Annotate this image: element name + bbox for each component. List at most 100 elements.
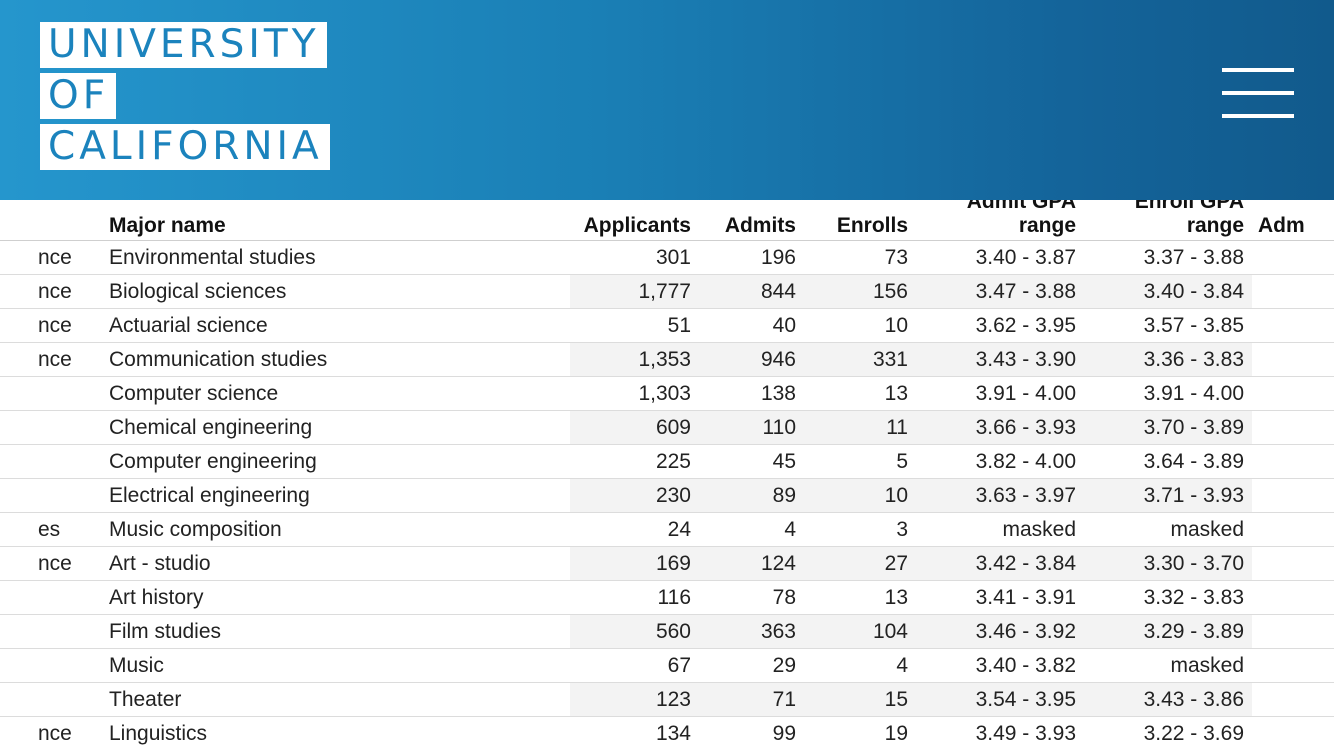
applicants-cell: 230 [570, 478, 699, 513]
admits-cell: 89 [699, 478, 804, 513]
admit-rate-cell [1252, 546, 1334, 581]
major-name-cell: Art - studio [100, 546, 570, 581]
admit-gpa-cell: 3.43 - 3.90 [916, 342, 1084, 377]
discipline-cell [0, 444, 100, 479]
major-name-cell: Actuarial science [100, 308, 570, 343]
enroll-gpa-cell: 3.22 - 3.69 [1084, 716, 1252, 750]
admit-gpa-header-line2: range [1018, 214, 1076, 237]
admits-cell: 946 [699, 342, 804, 377]
major-name-cell: Electrical engineering [100, 478, 570, 513]
admit-rate-cell [1252, 342, 1334, 377]
admit-rate-cell [1252, 308, 1334, 343]
menu-bar [1222, 68, 1294, 72]
discipline-cell [0, 614, 100, 649]
table-row[interactable]: Chemical engineering 609 110 11 3.66 - 3.93 3… [0, 410, 1334, 445]
enroll-gpa-cell: 3.91 - 4.00 [1084, 376, 1252, 411]
enroll-gpa-cell: 3.37 - 3.88 [1084, 240, 1252, 275]
admits-cell: 45 [699, 444, 804, 479]
admits-cell: 844 [699, 274, 804, 309]
column-header-admit-rate[interactable]: Adm [1252, 200, 1334, 241]
enroll-gpa-cell: 3.32 - 3.83 [1084, 580, 1252, 615]
table-row[interactable]: Art history 116 78 13 3.41 - 3.91 3.32 - 3.83 [0, 580, 1334, 615]
major-name-cell: Communication studies [100, 342, 570, 377]
major-name-cell: Environmental studies [100, 240, 570, 275]
enroll-gpa-cell: 3.40 - 3.84 [1084, 274, 1252, 309]
table-row[interactable]: Music 67 29 4 3.40 - 3.82 masked [0, 648, 1334, 683]
major-name-cell: Art history [100, 580, 570, 615]
table-row[interactable]: Film studies 560 363 104 3.46 - 3.92 3.29 - 3… [0, 614, 1334, 649]
enroll-gpa-header-line2: range [1186, 214, 1244, 237]
applicants-cell: 123 [570, 682, 699, 717]
enrolls-cell: 19 [804, 716, 916, 750]
enroll-gpa-cell: 3.29 - 3.89 [1084, 614, 1252, 649]
enrolls-cell: 10 [804, 308, 916, 343]
admit-gpa-cell: 3.66 - 3.93 [916, 410, 1084, 445]
column-header-discipline[interactable] [0, 200, 100, 241]
applicants-cell: 51 [570, 308, 699, 343]
discipline-cell [0, 410, 100, 445]
admit-gpa-cell: 3.82 - 4.00 [916, 444, 1084, 479]
admits-cell: 196 [699, 240, 804, 275]
table-row[interactable]: nce Art - studio 169 124 27 3.42 - 3.84 3.30 -… [0, 546, 1334, 581]
discipline-cell: es [0, 512, 100, 547]
admits-cell: 71 [699, 682, 804, 717]
logo-line-california: CALIFORNIA [40, 124, 330, 170]
admit-gpa-cell: 3.62 - 3.95 [916, 308, 1084, 343]
discipline-cell: nce [0, 546, 100, 581]
admit-rate-cell [1252, 716, 1334, 750]
admits-cell: 99 [699, 716, 804, 750]
enrolls-cell: 13 [804, 376, 916, 411]
table-row[interactable]: Electrical engineering 230 89 10 3.63 - 3.97… [0, 478, 1334, 513]
admits-cell: 78 [699, 580, 804, 615]
admits-cell: 124 [699, 546, 804, 581]
admit-rate-cell [1252, 648, 1334, 683]
discipline-cell [0, 648, 100, 683]
admit-rate-cell [1252, 478, 1334, 513]
admit-rate-cell [1252, 444, 1334, 479]
table-row[interactable]: nce Communication studies 1,353 946 331 3.43 … [0, 342, 1334, 377]
table-row[interactable]: es Music composition 24 4 3 masked masked [0, 512, 1334, 547]
column-header-applicants[interactable]: Applicants [570, 200, 699, 241]
column-header-admit-gpa-range[interactable]: Admit GPA range [916, 200, 1084, 241]
column-header-enrolls[interactable]: Enrolls [804, 200, 916, 241]
column-header-admits[interactable]: Admits [699, 200, 804, 241]
admissions-table-container[interactable]: Major name Applicants Admits Enrolls Adm… [0, 200, 1334, 750]
menu-bar [1222, 91, 1294, 95]
table-row[interactable]: Computer engineering 225 45 5 3.82 - 4.00 3.6… [0, 444, 1334, 479]
table-row[interactable]: nce Biological sciences 1,777 844 156 3.47 - … [0, 274, 1334, 309]
major-name-cell: Music [100, 648, 570, 683]
table-row[interactable]: Theater 123 71 15 3.54 - 3.95 3.43 - 3.86 [0, 682, 1334, 717]
enrolls-cell: 15 [804, 682, 916, 717]
enrolls-cell: 4 [804, 648, 916, 683]
enrolls-cell: 73 [804, 240, 916, 275]
enroll-gpa-cell: 3.71 - 3.93 [1084, 478, 1252, 513]
table-row[interactable]: nce Environmental studies 301 196 73 3.40 - 3… [0, 240, 1334, 275]
column-header-major-name[interactable]: Major name [100, 200, 570, 241]
table-row[interactable]: nce Actuarial science 51 40 10 3.62 - 3.95 3.5… [0, 308, 1334, 343]
discipline-cell [0, 478, 100, 513]
applicants-cell: 1,303 [570, 376, 699, 411]
logo-line-university: UNIVERSITY [40, 22, 327, 68]
applicants-cell: 169 [570, 546, 699, 581]
hamburger-menu-icon[interactable] [1216, 62, 1300, 126]
column-header-enroll-gpa-range[interactable]: Enroll GPA range [1084, 200, 1252, 241]
admit-gpa-cell: 3.49 - 3.93 [916, 716, 1084, 750]
enrolls-cell: 13 [804, 580, 916, 615]
admit-gpa-header-line1: Admit GPA [966, 200, 1076, 213]
discipline-cell [0, 376, 100, 411]
admit-gpa-cell: 3.46 - 3.92 [916, 614, 1084, 649]
admit-rate-cell [1252, 274, 1334, 309]
table-row[interactable]: nce Linguistics 134 99 19 3.49 - 3.93 3.22 - 3… [0, 716, 1334, 750]
discipline-cell [0, 682, 100, 717]
enrolls-cell: 3 [804, 512, 916, 547]
major-name-cell: Film studies [100, 614, 570, 649]
major-name-cell: Biological sciences [100, 274, 570, 309]
admit-rate-cell [1252, 580, 1334, 615]
admits-cell: 138 [699, 376, 804, 411]
admit-gpa-cell: 3.41 - 3.91 [916, 580, 1084, 615]
enroll-gpa-cell: 3.30 - 3.70 [1084, 546, 1252, 581]
enroll-gpa-cell: 3.64 - 3.89 [1084, 444, 1252, 479]
table-header-row: Major name Applicants Admits Enrolls Adm… [0, 200, 1334, 241]
applicants-cell: 301 [570, 240, 699, 275]
table-row[interactable]: Computer science 1,303 138 13 3.91 - 4.00 3.9… [0, 376, 1334, 411]
